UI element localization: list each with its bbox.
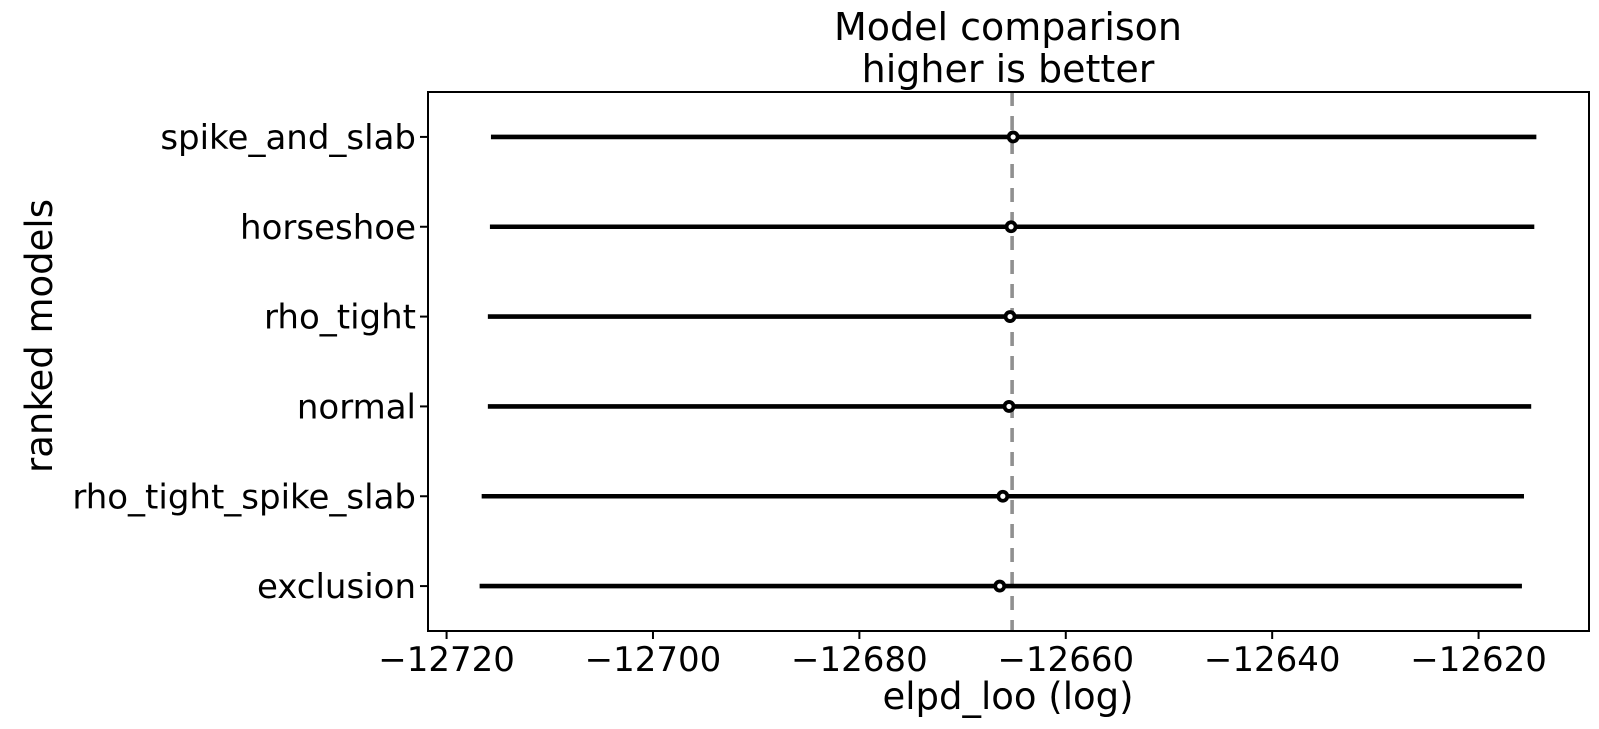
x-tick-label--12640: −12640	[1204, 640, 1341, 680]
x-tick-label--12720: −12720	[378, 640, 515, 680]
chart-title-line2: higher is better	[862, 47, 1155, 91]
elpd-marker-horseshoe	[1004, 220, 1018, 234]
x-tick-label--12700: −12700	[585, 640, 722, 680]
y-axis-label: ranked models	[18, 199, 61, 473]
x-tick-label--12660: −12660	[997, 640, 1134, 680]
elpd-marker-rho_tight	[1003, 310, 1017, 323]
x-tick-label--12620: −12620	[1410, 640, 1547, 680]
elpd-marker-normal	[1002, 400, 1016, 413]
y-tick-label-rho_tight_spike_slab: rho_tight_spike_slab	[72, 477, 416, 517]
x-axis-label: elpd_loo (log)	[882, 675, 1133, 718]
elpd-marker-exclusion	[993, 579, 1007, 593]
elpd-marker-spike_and_slab	[1006, 130, 1020, 144]
errorbar-layer	[479, 134, 1537, 589]
y-tick-label-rho_tight: rho_tight	[264, 298, 416, 338]
y-tick-label-spike_and_slab: spike_and_slab	[160, 118, 416, 158]
x-tick-label--12680: −12680	[791, 640, 928, 680]
marker-layer	[993, 130, 1020, 593]
chart-title-line1: Model comparison	[834, 5, 1182, 49]
y-tick-label-exclusion: exclusion	[257, 567, 416, 607]
y-tick-label-normal: normal	[297, 387, 416, 427]
elpd-marker-rho_tight_spike_slab	[996, 489, 1010, 503]
y-tick-label-horseshoe: horseshoe	[240, 208, 416, 248]
plot-border	[427, 91, 1590, 632]
